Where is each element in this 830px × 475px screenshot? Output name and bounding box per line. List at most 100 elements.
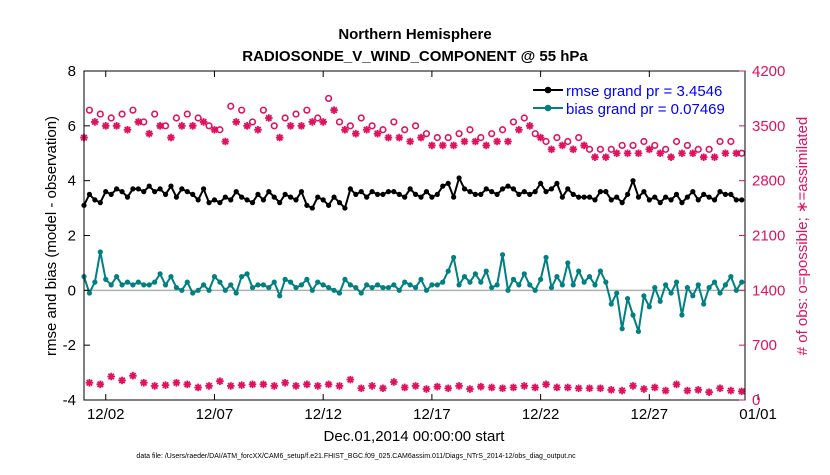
obs-count-low-marker	[205, 382, 213, 390]
rmse-point	[592, 197, 598, 203]
obs-count-low-marker	[640, 385, 648, 393]
obs-count-low-marker	[509, 383, 518, 392]
rmse-point	[668, 197, 674, 203]
obs-assimilated-marker	[156, 122, 164, 130]
obs-possible-marker	[129, 106, 137, 114]
obs-count-low-marker	[411, 382, 420, 390]
obs-count-low-marker	[531, 383, 539, 392]
obs-assimilated-marker	[145, 129, 154, 138]
bias-point	[608, 301, 614, 307]
bias-point	[592, 282, 598, 288]
x-tick-label: 12/22	[522, 406, 560, 423]
rmse-point	[728, 191, 734, 197]
obs-count-low-marker	[672, 380, 681, 389]
rmse-point	[217, 200, 223, 206]
obs-assimilated-marker	[395, 133, 404, 142]
obs-assimilated-marker	[351, 129, 360, 138]
rmse-point	[554, 180, 560, 187]
y-left-tick-label: 2	[68, 228, 76, 245]
rmse-point	[255, 191, 261, 197]
bias-point	[217, 279, 223, 285]
bias-point	[489, 284, 495, 291]
obs-assimilated-marker	[384, 133, 393, 142]
obs-assimilated-marker	[265, 114, 273, 122]
obs-count-low-marker	[629, 382, 637, 390]
bias-point	[184, 279, 190, 285]
bias-point	[293, 284, 299, 291]
rmse-point	[499, 186, 506, 192]
obs-possible-marker	[444, 133, 452, 142]
rmse-point	[249, 200, 256, 206]
rmse-point	[483, 186, 489, 192]
obs-count-low-marker	[129, 371, 137, 380]
obs-assimilated-marker	[330, 106, 338, 114]
obs-count-low-marker	[368, 382, 376, 390]
x-tick-label: 12/27	[631, 406, 669, 423]
bias-point	[652, 284, 658, 291]
obs-assimilated-marker	[134, 118, 143, 126]
obs-assimilated-marker	[308, 118, 317, 126]
rmse-point	[309, 205, 315, 211]
bias-point	[516, 282, 522, 288]
obs-assimilated-marker	[101, 122, 110, 130]
y-left-tick-label: 6	[68, 118, 76, 135]
obs-assimilated-marker	[428, 141, 436, 150]
bias-point	[739, 279, 745, 285]
obs-possible-marker	[172, 114, 181, 122]
rmse-point	[304, 202, 310, 208]
y-axis-label-right: # of obs: o=possible; ∗=assimilated	[794, 117, 811, 356]
obs-possible-marker	[401, 126, 409, 134]
obs-assimilated-marker	[297, 122, 306, 130]
rmse-point	[239, 194, 245, 200]
obs-possible-marker	[575, 133, 583, 142]
obs-count-low-marker	[85, 378, 94, 387]
bias-point	[211, 274, 218, 280]
rmse-point	[663, 194, 669, 200]
rmse-point	[244, 197, 250, 203]
rmse-point	[369, 189, 375, 195]
bias-point	[179, 287, 185, 293]
bias-point	[423, 287, 430, 293]
bias-point	[641, 293, 647, 299]
obs-assimilated-marker	[515, 125, 523, 134]
bias-point	[391, 282, 397, 288]
obs-assimilated-marker	[210, 125, 219, 134]
obs-assimilated-marker	[232, 118, 241, 126]
bias-point	[347, 282, 353, 288]
rmse-point	[630, 178, 636, 184]
bias-point	[434, 282, 440, 288]
rmse-point	[228, 197, 234, 203]
rmse-point	[461, 186, 468, 192]
obs-assimilated-marker	[678, 149, 686, 158]
rmse-point	[168, 183, 174, 189]
obs-assimilated-marker	[710, 153, 719, 161]
bias-point	[364, 282, 370, 288]
obs-assimilated-marker	[319, 118, 327, 126]
rmse-point	[570, 191, 576, 197]
bias-point	[630, 312, 636, 318]
rmse-point	[135, 186, 141, 192]
obs-possible-marker	[205, 122, 213, 130]
bias-point	[581, 279, 587, 285]
rmse-point	[347, 186, 353, 192]
obs-possible-marker	[466, 126, 474, 134]
y-right-tick-label: 0	[752, 392, 760, 409]
bias-point	[559, 282, 565, 288]
obs-assimilated-marker	[569, 145, 578, 154]
obs-assimilated-marker	[547, 145, 556, 154]
obs-assimilated-marker	[525, 122, 534, 130]
y-right-tick-label: 4200	[752, 63, 785, 80]
obs-possible-marker	[390, 118, 398, 126]
obs-possible-marker	[585, 145, 594, 153]
obs-possible-marker	[553, 133, 561, 142]
obs-count-low-marker	[400, 383, 409, 392]
obs-count-low-marker	[596, 384, 605, 393]
rmse-point	[429, 194, 435, 200]
obs-possible-marker	[651, 141, 659, 150]
obs-count-low-marker	[107, 372, 115, 381]
obs-count-low-marker	[433, 382, 442, 391]
obs-count-low-marker	[303, 380, 311, 389]
bias-point	[412, 284, 419, 291]
obs-possible-marker	[716, 137, 724, 146]
rmse-point	[624, 191, 631, 197]
